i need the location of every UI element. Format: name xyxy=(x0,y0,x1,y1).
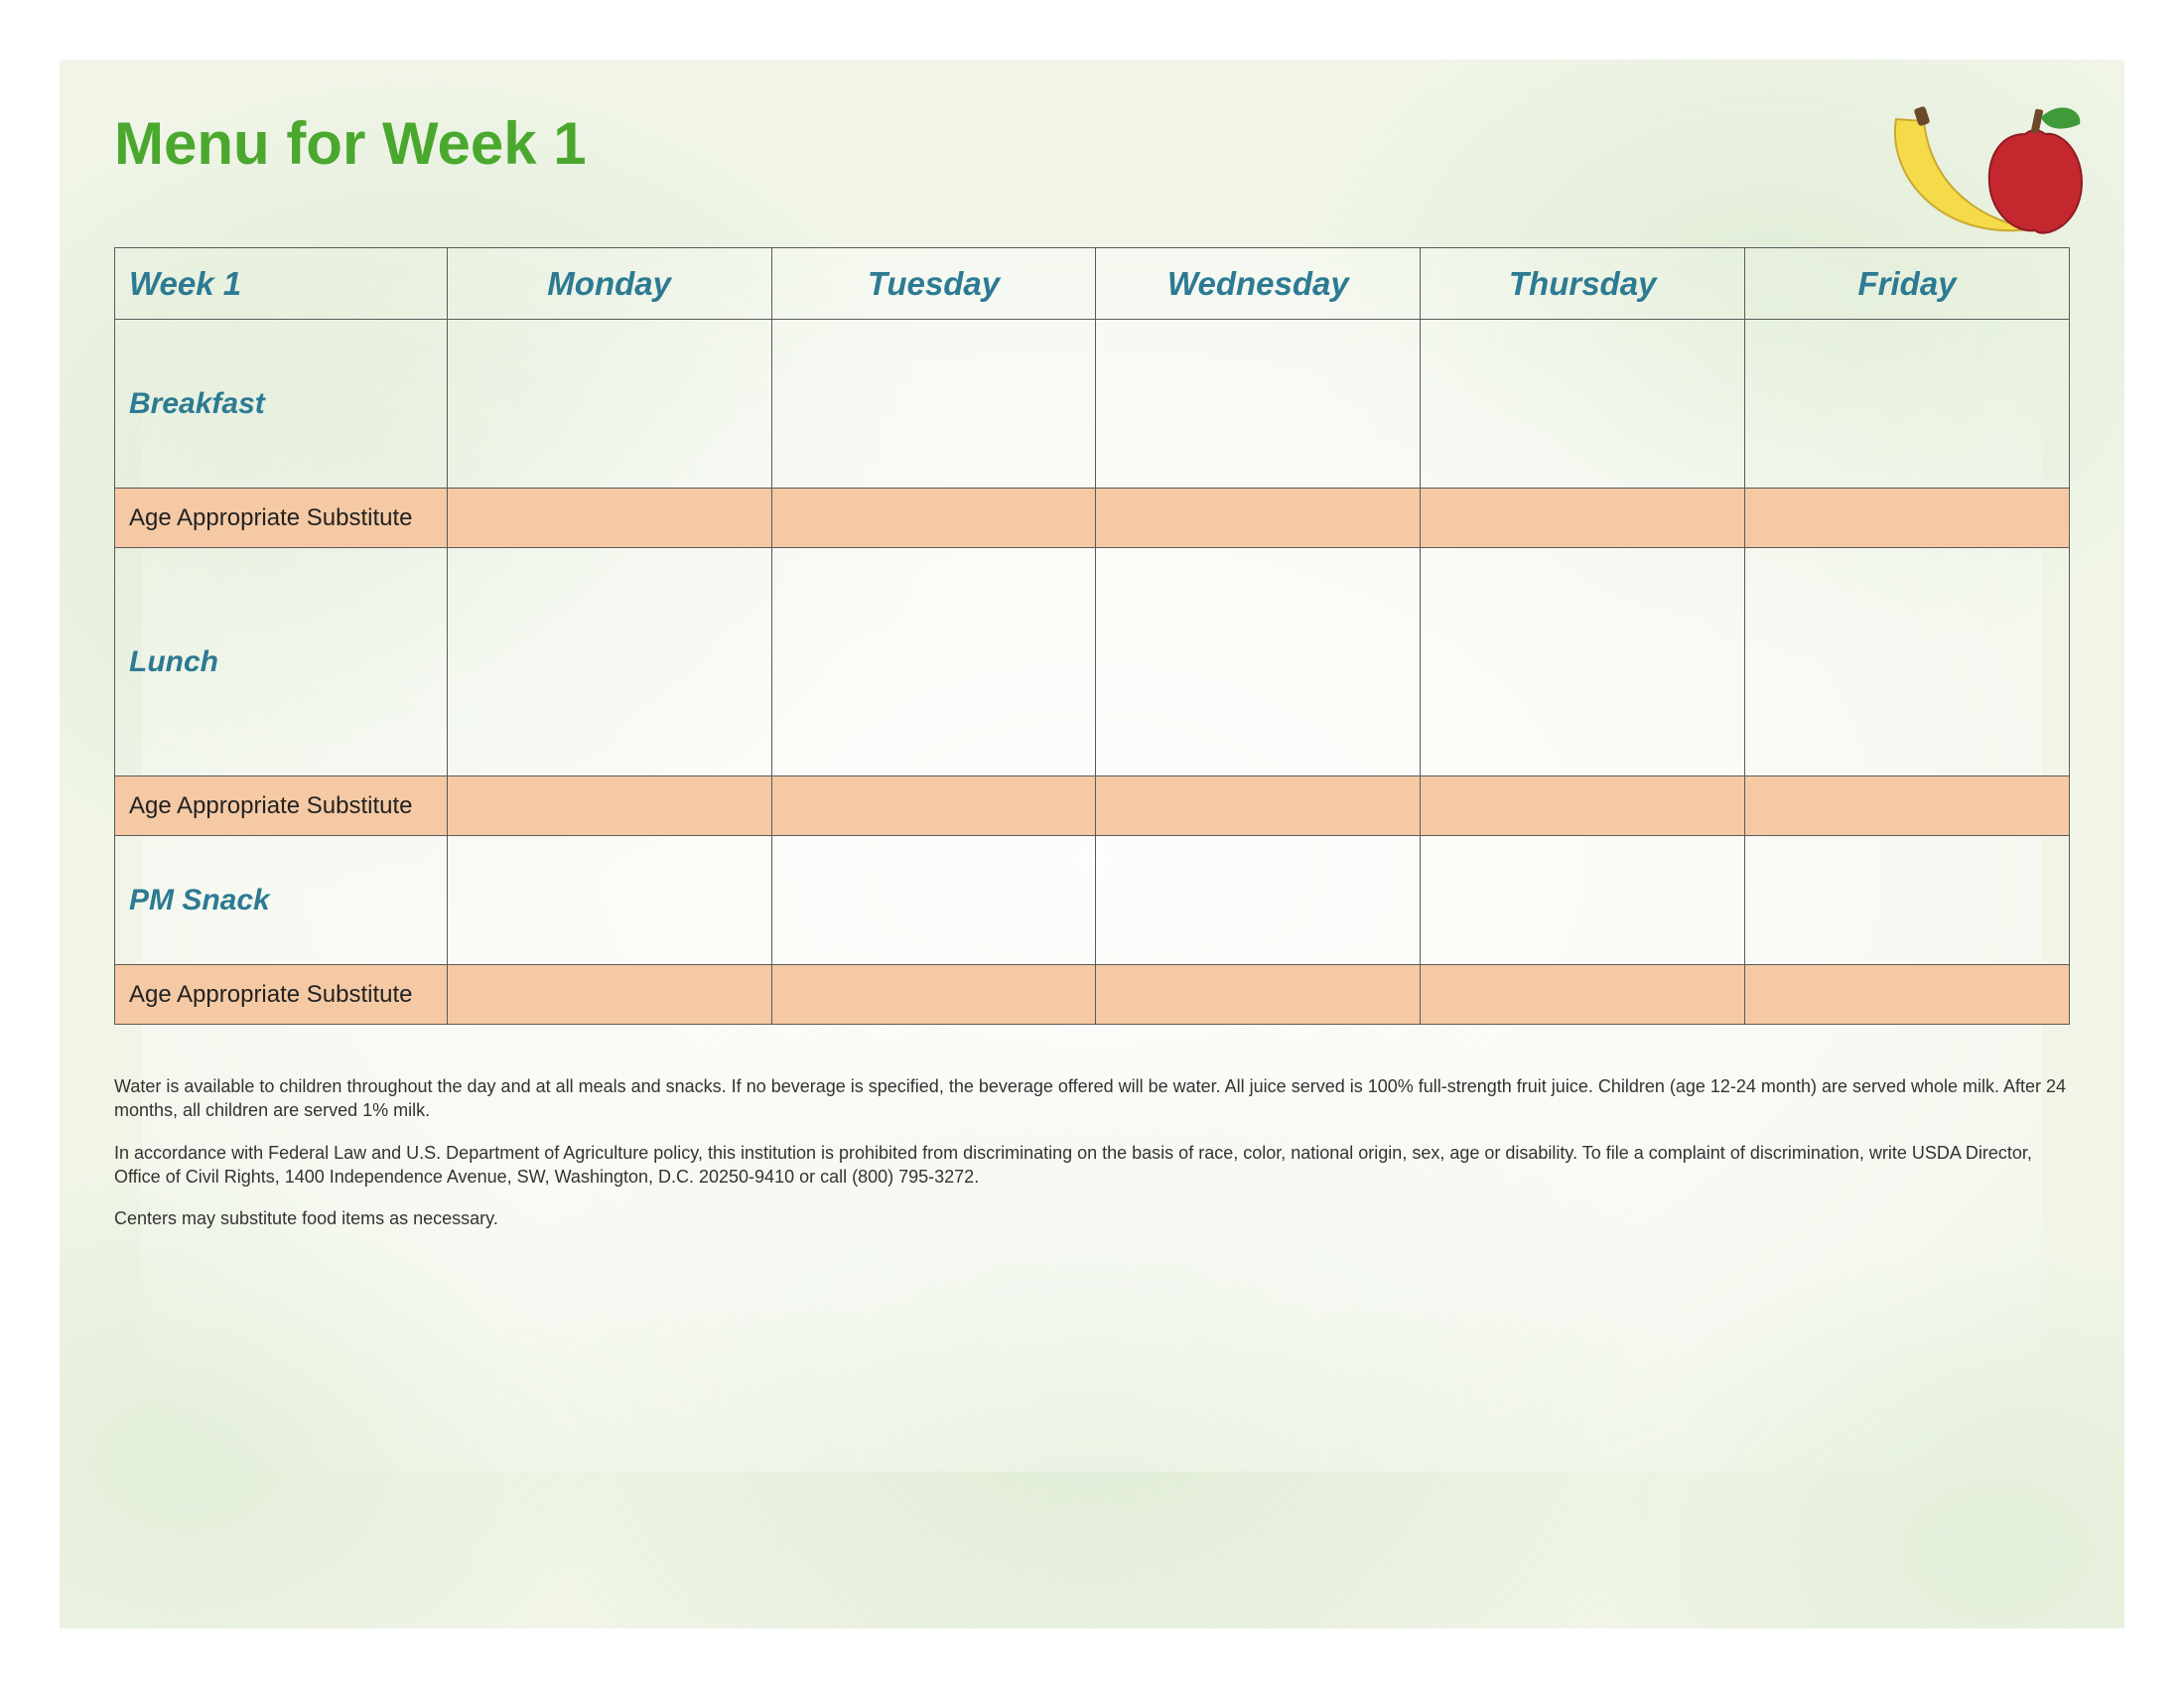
lunch-thu xyxy=(1421,548,1745,776)
footnote-1: Water is available to children throughou… xyxy=(114,1074,2070,1123)
day-header-wed: Wednesday xyxy=(1096,248,1421,320)
pm-snack-mon xyxy=(447,836,771,965)
content-area: Menu for Week 1 Week 1 Monday Tuesday We… xyxy=(60,60,2124,1230)
pm-snack-sub-thu xyxy=(1421,965,1745,1025)
page: Menu for Week 1 Week 1 Monday Tuesday We… xyxy=(0,0,2184,1688)
breakfast-sub-fri xyxy=(1745,489,2070,548)
lunch-sub-label: Age Appropriate Substitute xyxy=(115,776,448,836)
pm-snack-sub-tue xyxy=(771,965,1096,1025)
lunch-wed xyxy=(1096,548,1421,776)
pm-snack-fri xyxy=(1745,836,2070,965)
lunch-sub-thu xyxy=(1421,776,1745,836)
footnote-2: In accordance with Federal Law and U.S. … xyxy=(114,1141,2070,1190)
pm-snack-sub-fri xyxy=(1745,965,2070,1025)
breakfast-sub-tue xyxy=(771,489,1096,548)
breakfast-mon xyxy=(447,320,771,489)
pm-snack-tue xyxy=(771,836,1096,965)
fruit-illustration xyxy=(1876,79,2095,248)
pm-snack-sub-wed xyxy=(1096,965,1421,1025)
pm-snack-sub-label: Age Appropriate Substitute xyxy=(115,965,448,1025)
breakfast-sub-thu xyxy=(1421,489,1745,548)
pm-snack-wed xyxy=(1096,836,1421,965)
table-header-row: Week 1 Monday Tuesday Wednesday Thursday… xyxy=(115,248,2070,320)
pm-snack-row: PM Snack xyxy=(115,836,2070,965)
day-header-mon: Monday xyxy=(447,248,771,320)
lunch-sub-mon xyxy=(447,776,771,836)
day-header-tue: Tuesday xyxy=(771,248,1096,320)
breakfast-row: Breakfast xyxy=(115,320,2070,489)
apple-icon xyxy=(1989,130,2082,232)
breakfast-sub-label: Age Appropriate Substitute xyxy=(115,489,448,548)
lunch-mon xyxy=(447,548,771,776)
breakfast-fri xyxy=(1745,320,2070,489)
lunch-sub-row: Age Appropriate Substitute xyxy=(115,776,2070,836)
lunch-tue xyxy=(771,548,1096,776)
breakfast-wed xyxy=(1096,320,1421,489)
lunch-sub-fri xyxy=(1745,776,2070,836)
lunch-label: Lunch xyxy=(115,548,448,776)
menu-table: Week 1 Monday Tuesday Wednesday Thursday… xyxy=(114,247,2070,1025)
lunch-sub-wed xyxy=(1096,776,1421,836)
lunch-fri xyxy=(1745,548,2070,776)
pm-snack-sub-row: Age Appropriate Substitute xyxy=(115,965,2070,1025)
corner-cell: Week 1 xyxy=(115,248,448,320)
breakfast-tue xyxy=(771,320,1096,489)
breakfast-sub-wed xyxy=(1096,489,1421,548)
breakfast-label: Breakfast xyxy=(115,320,448,489)
breakfast-sub-row: Age Appropriate Substitute xyxy=(115,489,2070,548)
lunch-sub-tue xyxy=(771,776,1096,836)
pm-snack-sub-mon xyxy=(447,965,771,1025)
pm-snack-label: PM Snack xyxy=(115,836,448,965)
breakfast-thu xyxy=(1421,320,1745,489)
page-title: Menu for Week 1 xyxy=(114,109,2070,178)
sheet-background: Menu for Week 1 Week 1 Monday Tuesday We… xyxy=(60,60,2124,1628)
day-header-thu: Thursday xyxy=(1421,248,1745,320)
breakfast-sub-mon xyxy=(447,489,771,548)
pm-snack-thu xyxy=(1421,836,1745,965)
lunch-row: Lunch xyxy=(115,548,2070,776)
footnote-3: Centers may substitute food items as nec… xyxy=(114,1206,2070,1230)
footnotes: Water is available to children throughou… xyxy=(114,1074,2070,1230)
day-header-fri: Friday xyxy=(1745,248,2070,320)
